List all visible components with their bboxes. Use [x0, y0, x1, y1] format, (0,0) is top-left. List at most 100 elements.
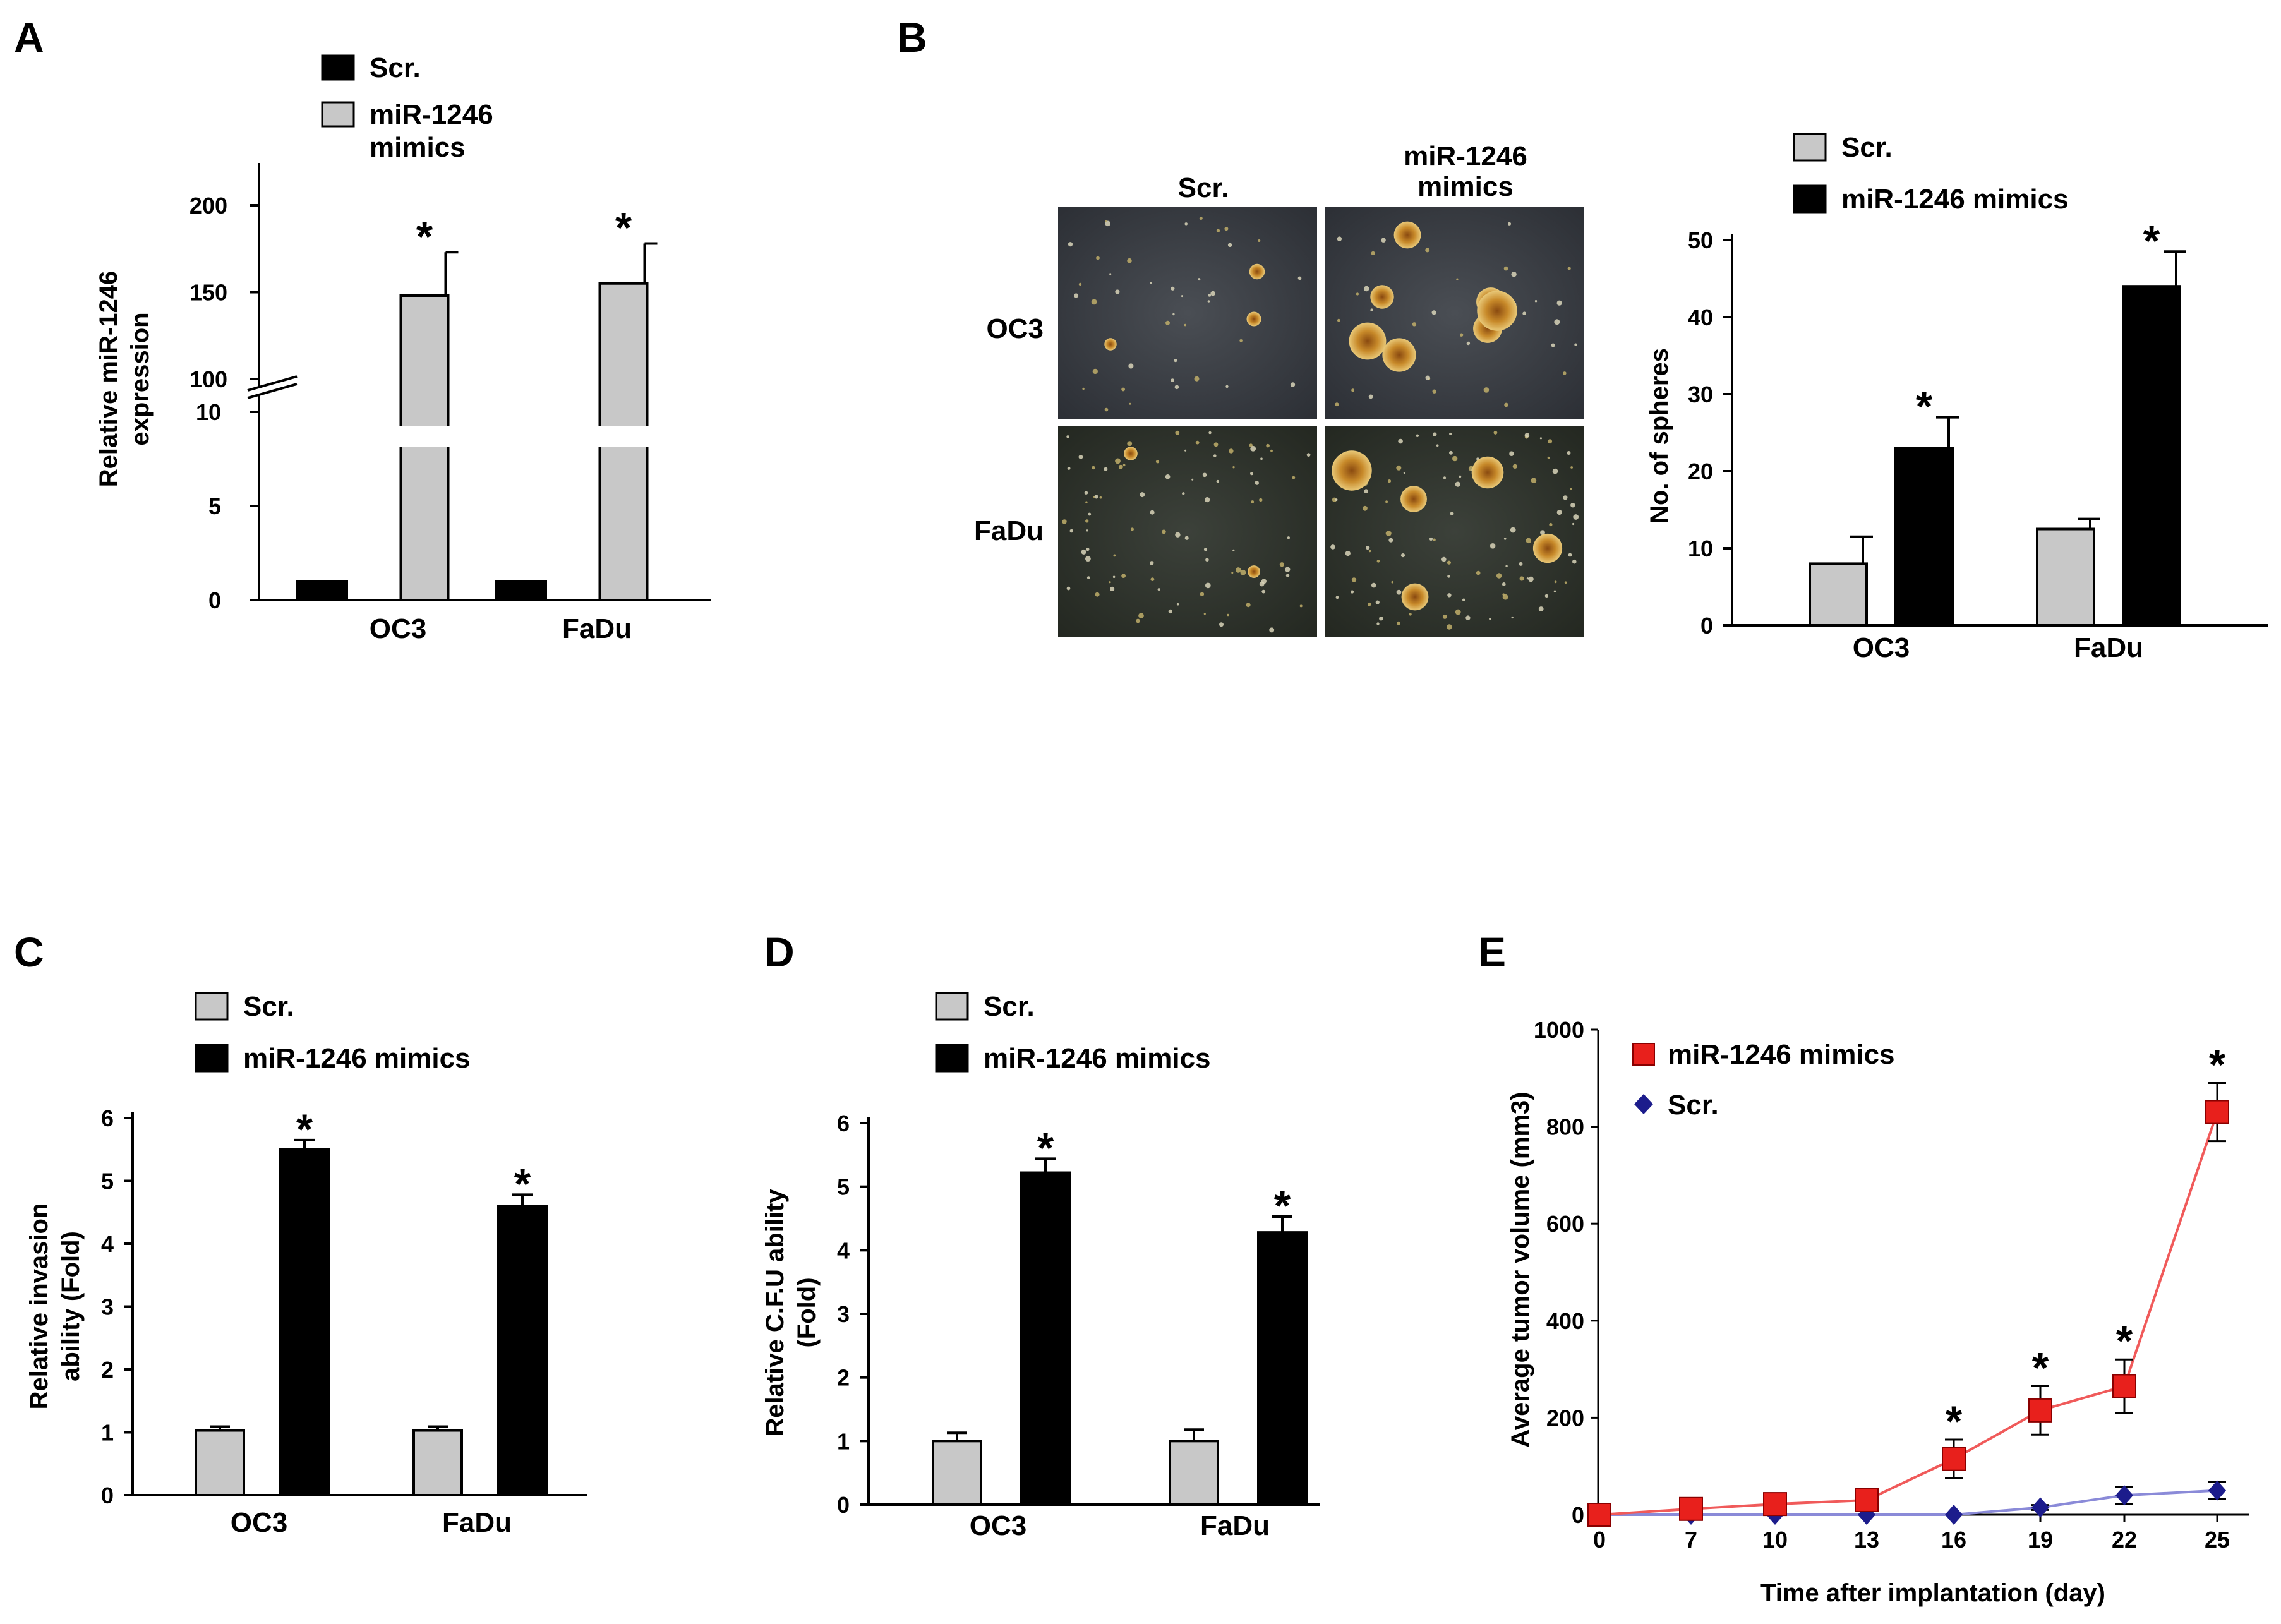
bar-d	[932, 1440, 982, 1506]
y-tick-label-a: 10	[196, 399, 221, 425]
legend-label-d: Scr.	[984, 991, 1035, 1022]
y-tick-label-b: 50	[1688, 227, 1713, 253]
x-tick-label-e: 16	[1941, 1527, 1966, 1553]
y-tick-label-b: 20	[1688, 459, 1713, 484]
panel-letter-c: C	[14, 929, 44, 975]
data-point-e	[1855, 1488, 1879, 1512]
category-label-d: OC3	[970, 1510, 1026, 1541]
panel-letter-e: E	[1478, 929, 1506, 975]
micrograph-oc3-mimics	[1325, 207, 1584, 419]
y-tick-label-d: 1	[837, 1428, 850, 1454]
y-tick-label-c: 3	[101, 1294, 114, 1320]
bar-c	[195, 1429, 245, 1496]
data-point-e	[1587, 1503, 1611, 1527]
series-line-e	[1599, 1489, 2218, 1516]
bar-b	[2122, 285, 2181, 627]
category-label-b: OC3	[1853, 632, 1910, 663]
legend-label-b: miR-1246 mimics	[1841, 184, 2069, 215]
y-tick-label-a: 0	[208, 587, 221, 613]
axis-break-mark-a	[247, 375, 298, 392]
bar-d	[1257, 1231, 1308, 1506]
significance-star-d: *	[1274, 1182, 1291, 1230]
category-label-c: OC3	[231, 1507, 287, 1538]
y-axis-title-b: No. of spheres	[1646, 348, 1673, 524]
y-axis-title-d: Relative C.F.U ability (Fold)	[761, 1189, 821, 1436]
y-tick-label-c: 2	[101, 1357, 114, 1383]
data-point-e	[1679, 1496, 1703, 1521]
legend-label-d: miR-1246 mimics	[984, 1043, 1211, 1074]
category-label-b: FaDu	[2074, 632, 2143, 663]
legend-swatch-c	[195, 992, 229, 1021]
y-tick-label-d: 4	[837, 1237, 850, 1263]
x-axis-title-e: Time after implantation (day)	[1760, 1579, 2105, 1607]
legend-label-b: Scr.	[1841, 132, 1893, 163]
category-label-d: FaDu	[1200, 1510, 1270, 1541]
bar-a	[495, 580, 547, 602]
significance-star-e: *	[1946, 1397, 1963, 1445]
data-point-e	[1945, 1505, 1963, 1525]
y-tick-label-d: 0	[837, 1492, 850, 1518]
y-axis-title-a: Relative miR-1246 expression	[95, 271, 154, 487]
panel-letter-b: B	[897, 14, 927, 61]
y-tick-label-a: 150	[190, 280, 227, 306]
bar-break-gap-a	[596, 426, 651, 447]
bar-b	[1894, 447, 1954, 627]
data-point-e	[1942, 1447, 1966, 1471]
y-tick-label-c: 1	[101, 1420, 114, 1446]
legend-label-e: miR-1246 mimics	[1668, 1039, 1895, 1070]
y-tick-label-d: 6	[837, 1110, 850, 1136]
significance-star-c: *	[296, 1105, 313, 1153]
legend-swatch-d	[935, 1044, 969, 1073]
bar-b	[2036, 527, 2095, 627]
legend-swatch-b	[1793, 133, 1827, 162]
category-label-a: FaDu	[562, 613, 632, 644]
legend-swatch-d	[935, 992, 969, 1021]
y-tick-label-b: 0	[1700, 613, 1713, 639]
x-tick-label-e: 22	[2112, 1527, 2137, 1553]
x-tick-label-e: 19	[2028, 1527, 2053, 1553]
y-tick-label-e: 800	[1546, 1114, 1584, 1140]
y-tick-label-d: 5	[837, 1174, 850, 1200]
data-point-e	[2031, 1497, 2049, 1518]
y-tick-label-c: 0	[101, 1483, 114, 1508]
x-tick-label-e: 7	[1685, 1527, 1697, 1553]
legend-swatch-a	[321, 101, 355, 128]
legend-swatch-a	[321, 54, 355, 81]
chart-b-sphere-count: 0 10 20 30 40 50 No. of spheres OC3 FaDu * * Scr. mi…	[1646, 132, 2268, 663]
y-tick-label-e: 600	[1546, 1211, 1584, 1237]
significance-star-a: *	[615, 204, 632, 252]
significance-star-c: *	[514, 1160, 531, 1208]
y-tick-label-e: 0	[1572, 1502, 1584, 1528]
significance-star-d: *	[1037, 1124, 1054, 1172]
micro-row-label-fadu: FaDu	[974, 515, 1044, 546]
legend-swatch-e	[1632, 1043, 1655, 1066]
y-axis-title-c: Relative invasion ability (Fold)	[25, 1203, 85, 1410]
micro-row-label-oc3: OC3	[987, 313, 1044, 344]
legend-label-a: miR-1246 mimics	[370, 99, 493, 163]
y-tick-label-b: 10	[1688, 536, 1713, 562]
micro-col-label-scr: Scr.	[1178, 172, 1229, 203]
legend-label-e: Scr.	[1668, 1090, 1719, 1121]
y-tick-label-e: 1000	[1534, 1017, 1584, 1043]
y-tick-label-a: 100	[190, 366, 227, 392]
y-tick-label-e: 400	[1546, 1308, 1584, 1334]
bar-d	[1020, 1171, 1071, 1506]
x-tick-label-e: 13	[1854, 1527, 1879, 1553]
bar-break-gap-a	[397, 426, 452, 447]
panel-letter-d: D	[764, 929, 795, 975]
significance-star-e: *	[2209, 1040, 2226, 1088]
y-tick-label-e: 200	[1546, 1405, 1584, 1431]
category-label-c: FaDu	[442, 1507, 512, 1538]
chart-e-tumor-volume: 0 200 400 600 800 1000 0 7 10 13 16 19 22 25 Time afte…	[1507, 1017, 2249, 1607]
y-tick-label-b: 30	[1688, 382, 1713, 407]
y-tick-label-d: 2	[837, 1365, 850, 1391]
data-point-e	[2028, 1398, 2052, 1423]
sphere-micrograph-grid: Scr. OC3 FaDu miR-1246 mimics	[974, 141, 1584, 637]
bar-b	[1809, 562, 1868, 627]
data-point-e	[2115, 1485, 2133, 1506]
bar-d	[1169, 1440, 1219, 1506]
legend-label-c: miR-1246 mimics	[243, 1043, 471, 1074]
y-tick-label-c: 5	[101, 1169, 114, 1194]
